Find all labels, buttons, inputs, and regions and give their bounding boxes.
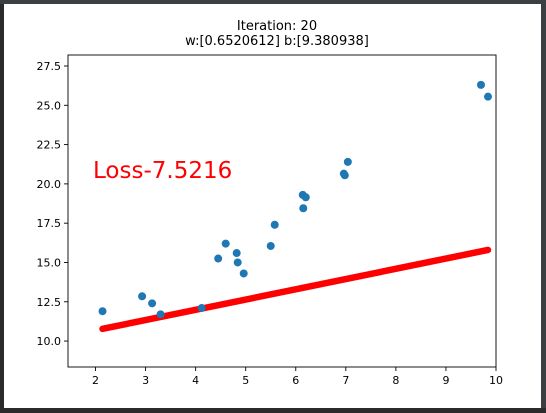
data-point	[299, 204, 308, 213]
y-tick-label: 25.0	[37, 99, 62, 112]
chart-title: Iteration: 20	[237, 19, 317, 34]
data-point	[476, 80, 485, 89]
x-tick-label: 10	[489, 374, 503, 387]
data-point	[197, 304, 206, 313]
data-point	[214, 254, 223, 263]
x-tick-label: 2	[92, 374, 99, 387]
y-tick-label: 27.5	[37, 60, 62, 73]
data-point	[343, 157, 352, 166]
points-layer	[98, 80, 492, 319]
y-axis-ticks: 10.0 12.5 15.0 17.5 20.0 22.5 25.0 27.5	[37, 60, 68, 348]
fit-line-layer	[99, 246, 492, 333]
x-tick-label: 3	[142, 374, 149, 387]
data-point	[232, 249, 241, 258]
window-right-edge	[541, 4, 546, 408]
data-point	[98, 307, 107, 316]
window-top-edge	[0, 0, 546, 4]
y-tick-label: 15.0	[37, 256, 62, 269]
data-point	[239, 269, 248, 278]
axes-frame	[67, 54, 497, 368]
figure-canvas: Iteration: 20 w:[0.6520612] b:[9.380938]…	[4, 4, 541, 408]
y-tick-label: 12.5	[37, 296, 62, 309]
y-tick-label: 22.5	[37, 139, 62, 152]
x-tick-label: 9	[442, 374, 449, 387]
data-point	[266, 241, 275, 250]
loss-annotation: Loss-7.5216	[93, 158, 232, 184]
data-point	[483, 92, 492, 101]
x-tick-label: 7	[342, 374, 349, 387]
y-tick-label: 17.5	[37, 217, 62, 230]
data-point	[301, 193, 310, 202]
data-point	[233, 258, 242, 267]
data-point	[340, 171, 349, 180]
data-point	[148, 299, 157, 308]
x-tick-label: 4	[192, 374, 199, 387]
scatter-chart: Iteration: 20 w:[0.6520612] b:[9.380938]…	[37, 19, 504, 387]
y-tick-label: 10.0	[37, 335, 62, 348]
chart-subtitle: w:[0.6520612] b:[9.380938]	[185, 34, 369, 49]
x-tick-label: 5	[242, 374, 249, 387]
data-point	[270, 220, 279, 229]
axes-border	[67, 54, 497, 368]
fit-line	[99, 246, 492, 333]
data-point	[138, 292, 147, 301]
x-axis-ticks: 2 3 4 5 6 7 8 9 10	[92, 367, 503, 387]
x-tick-label: 8	[392, 374, 399, 387]
data-point	[221, 239, 230, 248]
y-tick-label: 20.0	[37, 178, 62, 191]
x-tick-label: 6	[292, 374, 299, 387]
data-point	[156, 310, 165, 319]
